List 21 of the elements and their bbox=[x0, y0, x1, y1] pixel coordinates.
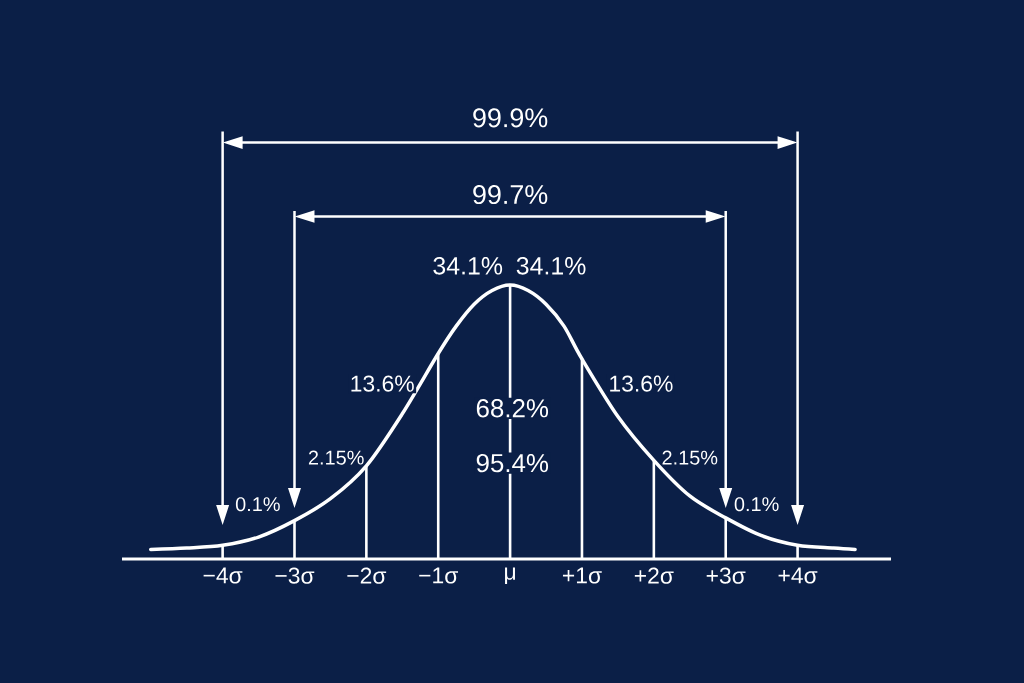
text: 99.9% bbox=[473, 108, 548, 128]
x-tick-label: −3σ bbox=[275, 567, 315, 584]
x-tick-label: +2σ bbox=[634, 567, 674, 584]
x-tick-label: +3σ bbox=[706, 567, 746, 584]
x-tick-label: −1σ bbox=[419, 567, 459, 584]
annotation: 13.6% bbox=[351, 375, 414, 392]
x-tick-label: +4σ bbox=[778, 567, 818, 584]
text: 34.1% bbox=[516, 257, 586, 275]
annotation: 13.6% bbox=[610, 375, 673, 392]
text: 34.1% bbox=[433, 257, 503, 275]
x-tick-label: −4σ bbox=[203, 567, 243, 584]
annotation: 95.4% bbox=[476, 453, 549, 473]
text: 99.7% bbox=[473, 185, 548, 205]
x-tick-label: μ bbox=[505, 567, 516, 585]
x-tick-label: −2σ bbox=[347, 567, 387, 584]
annotation: 68.2% bbox=[476, 399, 549, 418]
annotation: 2.15% bbox=[308, 450, 364, 465]
annotation: 0.1% bbox=[235, 497, 280, 512]
annotation: 0.1% bbox=[734, 497, 779, 512]
annotation: 2.15% bbox=[662, 450, 718, 465]
x-tick-label: +1σ bbox=[562, 567, 602, 584]
